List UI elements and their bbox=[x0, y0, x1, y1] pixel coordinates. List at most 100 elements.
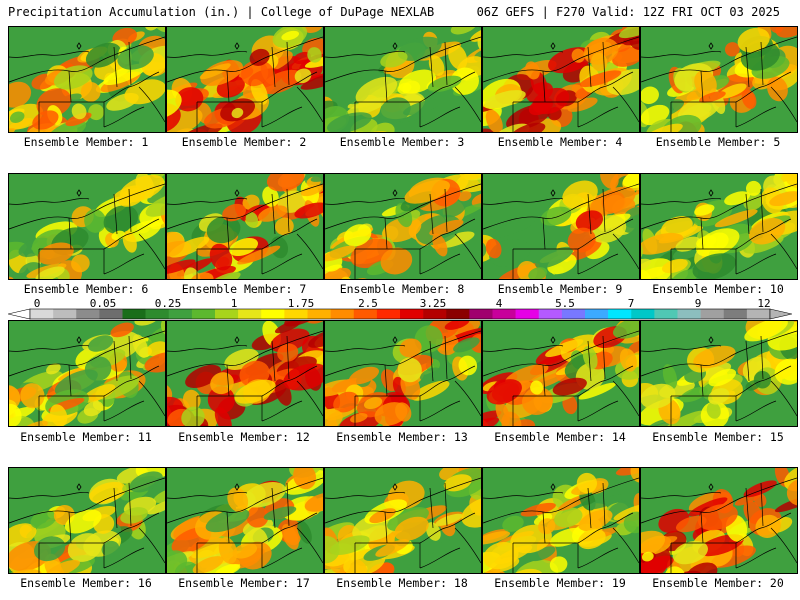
ensemble-member-map bbox=[324, 26, 482, 133]
colorbar-swatch bbox=[76, 309, 100, 319]
station-marker-icon bbox=[392, 42, 398, 50]
colorbar-swatch bbox=[677, 309, 701, 319]
station-marker-icon bbox=[76, 336, 82, 344]
precip-field bbox=[325, 468, 481, 573]
colorbar-swatch bbox=[515, 309, 540, 319]
ensemble-member-map bbox=[640, 320, 798, 427]
precip-field bbox=[325, 321, 481, 426]
chart-title: Precipitation Accumulation (in.) | Colle… bbox=[8, 5, 435, 19]
ensemble-member-label: Ensemble Member: 4 bbox=[497, 135, 623, 149]
precip-field bbox=[641, 321, 797, 426]
ensemble-member-map bbox=[166, 320, 324, 427]
colorbar bbox=[8, 308, 792, 320]
colorbar-swatch bbox=[168, 309, 193, 319]
colorbar-swatch bbox=[561, 309, 586, 319]
ensemble-member-map bbox=[324, 467, 482, 574]
ensemble-member-label: Ensemble Member: 5 bbox=[655, 135, 781, 149]
ensemble-member-label: Ensemble Member: 14 bbox=[494, 430, 626, 444]
ensemble-member-label: Ensemble Member: 8 bbox=[339, 282, 465, 296]
colorbar-tick-label: 0.05 bbox=[89, 297, 117, 310]
colorbar-swatch bbox=[538, 309, 563, 319]
ensemble-member-map bbox=[166, 26, 324, 133]
station-marker-icon bbox=[708, 189, 714, 197]
colorbar-swatch bbox=[423, 309, 447, 319]
colorbar-swatch bbox=[700, 309, 725, 319]
ensemble-member-map bbox=[324, 320, 482, 427]
station-marker-icon bbox=[392, 336, 398, 344]
colorbar-swatch bbox=[608, 309, 632, 319]
precip-field bbox=[641, 468, 797, 573]
ensemble-member-map bbox=[8, 320, 166, 427]
precip-field bbox=[9, 321, 165, 426]
colorbar-min-arrow bbox=[8, 308, 31, 320]
station-marker-icon bbox=[76, 189, 82, 197]
station-marker-icon bbox=[392, 189, 398, 197]
ensemble-member-label: Ensemble Member: 1 bbox=[23, 135, 149, 149]
precip-field bbox=[641, 174, 797, 279]
colorbar-swatch bbox=[238, 309, 262, 319]
colorbar-swatch bbox=[99, 309, 123, 319]
colorbar-swatch bbox=[53, 309, 77, 319]
colorbar-swatch bbox=[631, 309, 655, 319]
colorbar-tick-label: 2.5 bbox=[358, 297, 378, 310]
ensemble-member-label: Ensemble Member: 16 bbox=[20, 576, 152, 590]
ensemble-member-map bbox=[482, 320, 640, 427]
station-marker-icon bbox=[708, 483, 714, 491]
colorbar-max-arrow bbox=[769, 308, 792, 320]
colorbar-tick-label: 7 bbox=[627, 297, 635, 310]
station-marker-icon bbox=[234, 189, 240, 197]
station-marker-icon bbox=[550, 336, 556, 344]
ensemble-member-label: Ensemble Member: 9 bbox=[497, 282, 623, 296]
station-marker-icon bbox=[708, 336, 714, 344]
precip-field bbox=[9, 468, 165, 573]
station-marker-icon bbox=[76, 483, 82, 491]
station-marker-icon bbox=[550, 42, 556, 50]
colorbar-swatch bbox=[376, 309, 401, 319]
colorbar-swatch bbox=[215, 309, 239, 319]
colorbar-tick-label: 1.75 bbox=[287, 297, 315, 310]
ensemble-member-label: Ensemble Member: 3 bbox=[339, 135, 465, 149]
precip-field bbox=[167, 468, 323, 573]
ensemble-member-label: Ensemble Member: 7 bbox=[181, 282, 307, 296]
ensemble-member-map bbox=[482, 26, 640, 133]
ensemble-member-map bbox=[640, 26, 798, 133]
precip-field bbox=[641, 27, 797, 132]
ensemble-member-label: Ensemble Member: 17 bbox=[178, 576, 310, 590]
precip-field bbox=[167, 174, 323, 279]
station-marker-icon bbox=[234, 336, 240, 344]
colorbar-swatch bbox=[723, 309, 748, 319]
ensemble-member-map bbox=[8, 26, 166, 133]
precip-field bbox=[9, 27, 165, 132]
station-marker-icon bbox=[550, 189, 556, 197]
precip-field bbox=[167, 27, 323, 132]
ensemble-member-label: Ensemble Member: 15 bbox=[652, 430, 784, 444]
ensemble-member-map bbox=[482, 467, 640, 574]
precip-field bbox=[9, 174, 165, 279]
ensemble-member-label: Ensemble Member: 18 bbox=[336, 576, 468, 590]
precip-field bbox=[483, 27, 639, 132]
ensemble-member-label: Ensemble Member: 10 bbox=[652, 282, 784, 296]
station-marker-icon bbox=[76, 42, 82, 50]
station-marker-icon bbox=[708, 42, 714, 50]
ensemble-member-label: Ensemble Member: 2 bbox=[181, 135, 307, 149]
colorbar-swatch bbox=[492, 309, 516, 319]
precip-field bbox=[483, 468, 639, 573]
colorbar-tick-label: 3.25 bbox=[419, 297, 447, 310]
ensemble-member-label: Ensemble Member: 19 bbox=[494, 576, 626, 590]
precip-field bbox=[167, 321, 323, 426]
colorbar-swatch bbox=[191, 309, 216, 319]
colorbar-tick-label: 0.25 bbox=[154, 297, 182, 310]
ensemble-member-label: Ensemble Member: 20 bbox=[652, 576, 784, 590]
colorbar-tick-label: 5.5 bbox=[555, 297, 575, 310]
precip-field bbox=[325, 174, 481, 279]
colorbar-tick-label: 4 bbox=[495, 297, 503, 310]
ensemble-member-map bbox=[640, 173, 798, 280]
precip-field bbox=[483, 174, 639, 279]
ensemble-member-map bbox=[8, 173, 166, 280]
ensemble-member-map bbox=[166, 173, 324, 280]
colorbar-swatch bbox=[400, 309, 424, 319]
station-marker-icon bbox=[234, 483, 240, 491]
colorbar-swatch bbox=[654, 309, 678, 319]
station-marker-icon bbox=[234, 42, 240, 50]
model-run-info: 06Z GEFS | F270 Valid: 12Z FRI OCT 03 20… bbox=[476, 5, 780, 19]
